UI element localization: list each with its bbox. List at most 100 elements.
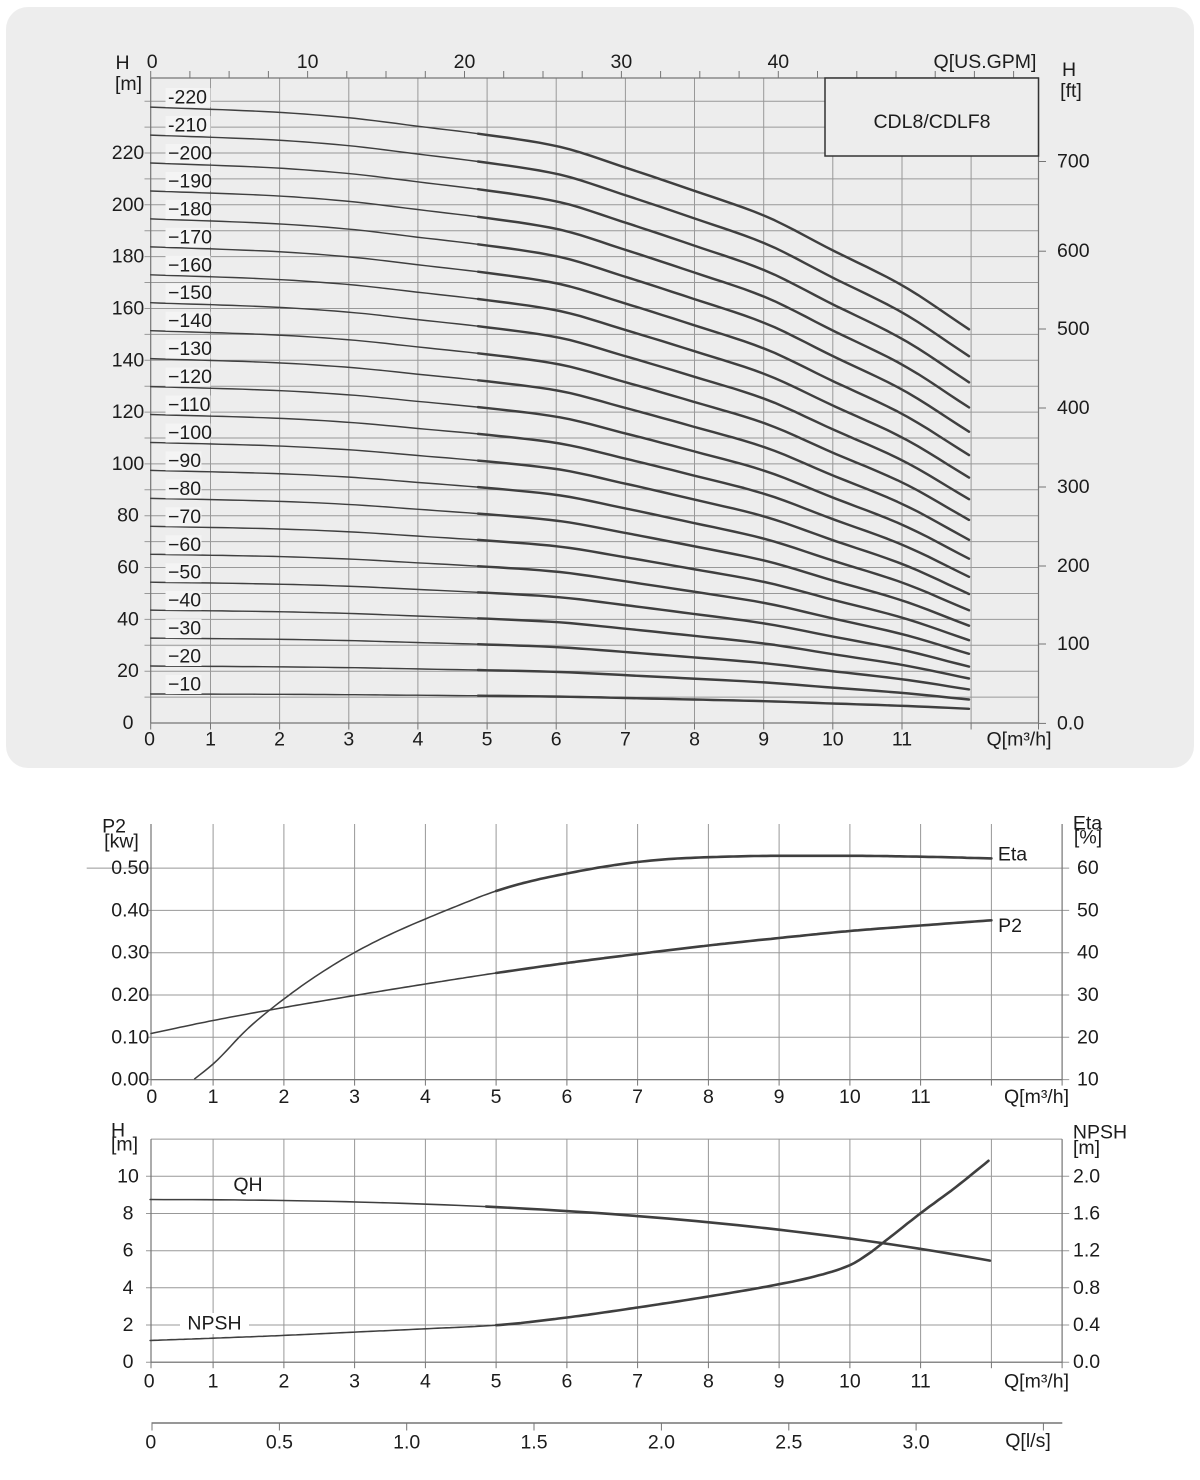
svg-text:7: 7 <box>620 729 631 751</box>
svg-text:−70: −70 <box>168 506 201 528</box>
svg-text:8: 8 <box>123 1203 134 1225</box>
svg-text:10: 10 <box>822 729 844 751</box>
svg-text:[kw]: [kw] <box>104 831 139 853</box>
svg-text:−40: −40 <box>168 590 201 612</box>
svg-text:9: 9 <box>774 1371 785 1393</box>
svg-text:300: 300 <box>1057 476 1090 498</box>
svg-text:2: 2 <box>123 1314 134 1336</box>
svg-text:NPSH: NPSH <box>1073 1122 1127 1144</box>
svg-text:−190: −190 <box>168 171 212 193</box>
svg-text:Q[l/s]: Q[l/s] <box>1005 1430 1051 1452</box>
svg-text:Q[US.GPM]: Q[US.GPM] <box>934 51 1037 73</box>
svg-text:0.30: 0.30 <box>111 942 149 964</box>
svg-text:QH: QH <box>233 1174 262 1196</box>
svg-text:−130: −130 <box>168 338 212 360</box>
svg-text:-210: -210 <box>168 115 207 137</box>
svg-text:0: 0 <box>144 1371 155 1393</box>
svg-text:−110: −110 <box>168 394 211 416</box>
svg-text:40: 40 <box>1077 942 1099 964</box>
svg-text:0.10: 0.10 <box>111 1026 149 1048</box>
svg-text:2: 2 <box>278 1371 289 1393</box>
svg-text:2: 2 <box>274 729 285 751</box>
svg-text:−30: −30 <box>168 618 201 640</box>
svg-text:4: 4 <box>123 1277 134 1299</box>
svg-text:8: 8 <box>703 1371 714 1393</box>
svg-text:1: 1 <box>208 1371 219 1393</box>
svg-text:−20: −20 <box>168 646 201 668</box>
svg-text:−150: −150 <box>168 282 212 304</box>
svg-text:5: 5 <box>491 1086 502 1108</box>
svg-text:H: H <box>111 1120 125 1142</box>
svg-text:H: H <box>115 52 129 74</box>
svg-text:H: H <box>1062 59 1076 81</box>
svg-text:4: 4 <box>420 1371 431 1393</box>
svg-text:0: 0 <box>146 1086 157 1108</box>
svg-text:20: 20 <box>117 660 139 682</box>
svg-text:50: 50 <box>1077 899 1099 921</box>
svg-text:−170: −170 <box>168 226 212 248</box>
svg-text:8: 8 <box>689 729 700 751</box>
svg-text:0.4: 0.4 <box>1073 1314 1100 1336</box>
svg-text:6: 6 <box>551 729 562 751</box>
svg-text:5: 5 <box>491 1371 502 1393</box>
svg-text:8: 8 <box>703 1086 714 1108</box>
svg-text:30: 30 <box>611 51 633 73</box>
svg-text:2.5: 2.5 <box>775 1432 802 1454</box>
svg-text:[ft]: [ft] <box>1060 80 1082 102</box>
svg-text:0.40: 0.40 <box>111 899 149 921</box>
svg-text:Q[m³/h]: Q[m³/h] <box>1004 1086 1069 1108</box>
svg-text:[m]: [m] <box>111 1134 138 1156</box>
svg-text:11: 11 <box>910 1086 930 1108</box>
svg-text:3.0: 3.0 <box>903 1432 930 1454</box>
svg-text:20: 20 <box>454 51 476 73</box>
svg-text:160: 160 <box>112 298 145 320</box>
svg-text:11: 11 <box>910 1371 930 1393</box>
svg-text:−160: −160 <box>168 254 212 276</box>
svg-text:CDL8/CDLF8: CDL8/CDLF8 <box>873 111 990 133</box>
svg-text:3: 3 <box>349 1086 360 1108</box>
svg-text:600: 600 <box>1057 240 1090 262</box>
svg-text:40: 40 <box>767 51 789 73</box>
svg-text:[%]: [%] <box>1074 827 1102 849</box>
svg-text:6: 6 <box>561 1371 572 1393</box>
svg-text:−120: −120 <box>168 366 212 388</box>
svg-text:Q[m³/h]: Q[m³/h] <box>1004 1371 1069 1393</box>
svg-text:120: 120 <box>112 401 145 423</box>
svg-text:500: 500 <box>1057 318 1090 340</box>
svg-text:−60: −60 <box>168 534 201 556</box>
svg-text:4: 4 <box>420 1086 431 1108</box>
svg-text:[m]: [m] <box>115 73 142 95</box>
svg-text:7: 7 <box>632 1371 643 1393</box>
svg-text:NPSH: NPSH <box>187 1313 241 1335</box>
svg-text:1.2: 1.2 <box>1073 1240 1100 1262</box>
svg-text:60: 60 <box>1077 857 1099 879</box>
svg-text:−200: −200 <box>168 143 212 165</box>
svg-text:7: 7 <box>632 1086 643 1108</box>
svg-text:180: 180 <box>112 246 145 268</box>
svg-text:10: 10 <box>839 1371 861 1393</box>
svg-text:P2: P2 <box>102 816 126 838</box>
svg-text:11: 11 <box>892 729 912 751</box>
svg-text:10: 10 <box>297 51 319 73</box>
svg-text:400: 400 <box>1057 397 1090 419</box>
svg-text:220: 220 <box>112 142 145 164</box>
svg-text:100: 100 <box>112 453 145 475</box>
svg-text:200: 200 <box>112 194 145 216</box>
svg-text:Eta: Eta <box>1073 813 1102 835</box>
svg-text:Q[m³/h]: Q[m³/h] <box>986 729 1051 751</box>
svg-text:−140: −140 <box>168 310 212 332</box>
svg-text:0.0: 0.0 <box>1073 1351 1100 1373</box>
svg-text:−10: −10 <box>168 674 201 696</box>
svg-text:80: 80 <box>117 505 139 527</box>
svg-text:2.0: 2.0 <box>1073 1165 1100 1187</box>
svg-text:4: 4 <box>412 729 423 751</box>
svg-text:10: 10 <box>1077 1069 1099 1091</box>
svg-text:3: 3 <box>343 729 354 751</box>
svg-text:1.0: 1.0 <box>393 1432 420 1454</box>
svg-text:10: 10 <box>117 1165 139 1187</box>
svg-text:3: 3 <box>349 1371 360 1393</box>
svg-text:2: 2 <box>278 1086 289 1108</box>
svg-text:200: 200 <box>1057 555 1090 577</box>
svg-text:100: 100 <box>1057 633 1090 655</box>
svg-text:9: 9 <box>774 1086 785 1108</box>
